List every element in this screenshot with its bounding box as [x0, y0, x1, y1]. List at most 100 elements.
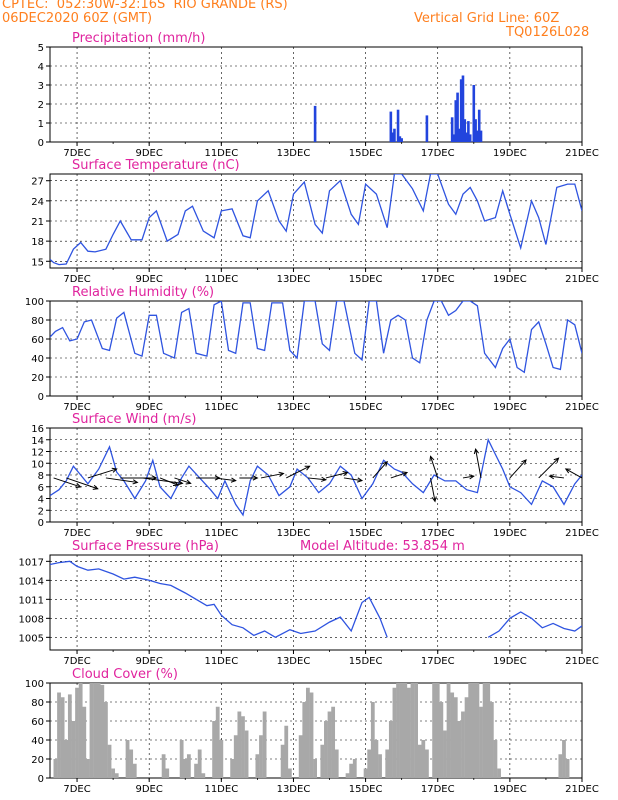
cloud-bar: [421, 740, 426, 778]
y-tick-label: 0: [38, 774, 44, 785]
cloud-bar: [280, 744, 285, 778]
x-tick-label: 21DEC: [565, 656, 599, 667]
panel-data: [50, 174, 582, 266]
series-line: [50, 301, 582, 374]
panel-frame: [49, 554, 583, 651]
header-grid-note: Vertical Grid Line: 60Z: [414, 11, 560, 26]
y-tick-label: 2: [38, 100, 44, 111]
cloud-bar: [374, 740, 379, 778]
wind-arrow: [53, 477, 81, 488]
panel-title: Cloud Cover (%): [72, 667, 178, 682]
precip-bar: [465, 132, 468, 142]
wind-arrow-head: [548, 474, 555, 480]
y-tick-label: 1011: [19, 595, 44, 606]
cloud-bar: [309, 692, 314, 778]
cloud-bar: [64, 740, 69, 778]
precip-bar: [468, 134, 472, 142]
cloud-bar: [183, 759, 188, 778]
cloud-bar: [284, 725, 289, 778]
y-tick-label: 21: [31, 217, 44, 228]
y-tick-label: 4: [38, 495, 44, 506]
cloud-bar: [244, 730, 249, 778]
wind-arrow-head: [111, 467, 118, 473]
y-tick-label: 0: [38, 138, 44, 149]
wind-arrow-head: [382, 460, 388, 467]
cloud-bar: [468, 683, 473, 778]
wind-arrow-head: [172, 481, 180, 486]
y-tick-label: 80: [31, 316, 44, 327]
wind-arrow: [174, 477, 191, 484]
x-tick-label: 9DEC: [135, 148, 162, 159]
precip-bar: [398, 136, 402, 142]
x-tick-label: 11DEC: [204, 528, 238, 539]
x-tick-label: 19DEC: [493, 274, 527, 285]
cloud-bar: [96, 683, 101, 778]
cloud-bar: [230, 759, 235, 778]
cloud-bar: [104, 702, 108, 778]
cloud-bar: [399, 683, 404, 778]
y-tick-label: 15: [31, 257, 44, 268]
wind-arrow: [343, 477, 363, 482]
panel-data: [313, 75, 483, 142]
series-line: [50, 560, 582, 639]
y-tick-label: 24: [31, 197, 44, 208]
x-tick-label: 19DEC: [493, 528, 527, 539]
precip-bar: [456, 92, 459, 142]
y-tick-label: 18: [31, 237, 44, 248]
wind-arrow-head: [177, 480, 184, 486]
wind-arrow: [430, 456, 439, 479]
y-tick-label: 40: [31, 736, 44, 747]
cloud-bar: [414, 683, 418, 778]
x-tick-label: 7DEC: [63, 784, 90, 795]
wind-arrow-head: [92, 484, 99, 490]
cloud-bar: [471, 683, 476, 778]
y-tick-label: 1017: [19, 557, 44, 568]
cloud-bar: [302, 702, 307, 778]
precip-bar: [450, 117, 454, 142]
header-code: TQ0126L028: [506, 25, 590, 40]
cloud-bar: [129, 749, 134, 778]
x-tick-label: 13DEC: [277, 528, 311, 539]
cloud-bar: [67, 694, 72, 778]
wind-arrow: [372, 461, 388, 479]
wind-arrow: [307, 477, 326, 481]
panel-title: Relative Humidity (%): [72, 285, 214, 300]
cloud-bar: [111, 768, 116, 778]
wind-arrow: [66, 477, 98, 490]
cloud-bar: [417, 744, 422, 778]
x-tick-label: 21DEC: [565, 402, 599, 413]
precip-bar: [452, 134, 456, 142]
cloud-bar: [370, 702, 375, 778]
cloud-bar: [331, 706, 336, 778]
x-tick-label: 9DEC: [135, 402, 162, 413]
wind-arrow-head: [278, 471, 285, 477]
x-tick-label: 21DEC: [565, 528, 599, 539]
x-tick-label: 11DEC: [204, 274, 238, 285]
header-location: CPTEC: 052:30W-32:16S RIO GRANDE (RS): [2, 0, 288, 12]
cloud-bar: [388, 721, 393, 778]
wind-arrow-head: [357, 477, 364, 483]
cloud-bar: [259, 735, 263, 778]
x-tick-label: 15DEC: [349, 274, 383, 285]
precip-bar: [477, 109, 481, 142]
cloud-bar: [378, 754, 382, 778]
cloud-bar: [392, 687, 397, 778]
y-tick-label: 1: [38, 119, 44, 130]
y-tick-label: 100: [25, 679, 44, 690]
cloud-bar: [197, 749, 202, 778]
x-tick-label: 19DEC: [493, 402, 527, 413]
precip-bar: [396, 109, 400, 142]
cloud-bar: [93, 683, 97, 778]
cloud-bar: [461, 711, 465, 778]
cloud-bar: [439, 702, 444, 778]
y-tick-label: 6: [38, 483, 44, 494]
cloud-bar: [57, 692, 61, 778]
y-tick-label: 0: [38, 392, 44, 403]
y-tick-label: 2: [38, 506, 44, 517]
x-tick-label: 17DEC: [421, 528, 455, 539]
model-altitude-label: Model Altitude: 53.854 m: [300, 539, 465, 554]
cloud-bar: [262, 711, 267, 778]
cloud-bar: [125, 740, 130, 778]
wind-arrow: [87, 468, 117, 479]
wind-arrow: [325, 472, 348, 479]
